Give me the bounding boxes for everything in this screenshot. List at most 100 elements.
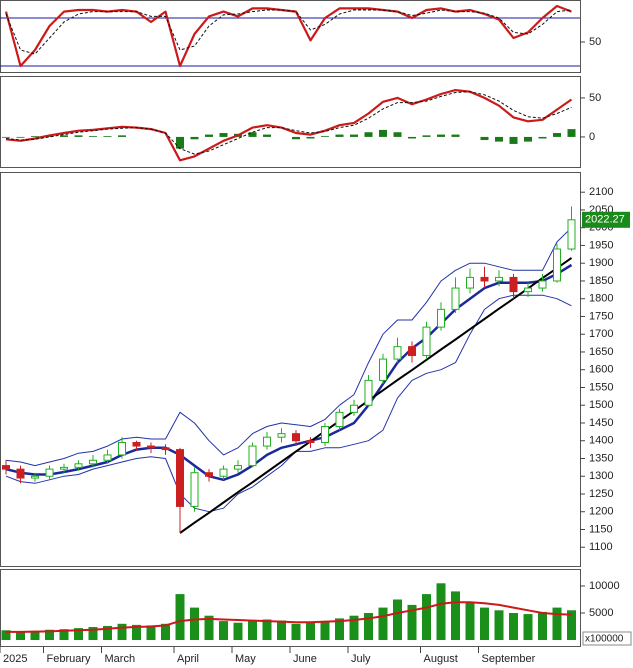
x-tick-label: July <box>351 653 371 665</box>
histogram-bar <box>451 134 460 137</box>
histogram-bar <box>248 132 257 137</box>
y-tick-label: 1950 <box>589 239 613 251</box>
histogram-bar <box>553 133 561 137</box>
histogram-bar <box>89 136 97 137</box>
macd-frame <box>0 76 581 168</box>
series-line <box>5 294 572 513</box>
series-line <box>179 257 573 534</box>
series-line <box>5 91 572 155</box>
volume-bar <box>1 630 11 640</box>
series-line <box>5 263 573 482</box>
volume-bar <box>335 618 344 640</box>
candle-body <box>277 433 286 438</box>
volume-bar <box>204 615 214 640</box>
candle-body <box>509 276 518 293</box>
candle-body <box>161 447 170 451</box>
x-tick-label: February <box>47 653 92 665</box>
volume-bar <box>320 621 330 640</box>
histogram-bar <box>74 135 83 137</box>
volume-bar <box>132 624 141 640</box>
volume-bar <box>262 619 272 640</box>
candle-body <box>176 449 184 507</box>
y-tick-label: 1300 <box>589 470 613 482</box>
volume-bar <box>451 591 460 640</box>
candle-body <box>205 472 213 477</box>
unit-box <box>582 631 632 646</box>
y-tick-label: 1350 <box>589 452 613 464</box>
volume-frame <box>0 569 581 647</box>
candle-body <box>379 358 387 381</box>
volume-bar <box>59 629 69 640</box>
histogram-bar <box>379 129 387 137</box>
series-line <box>5 227 572 467</box>
y-tick-label: 5000 <box>589 607 613 619</box>
y-tick-label: 1100 <box>589 541 613 553</box>
candle-body <box>219 468 228 477</box>
candle-body <box>451 287 460 310</box>
volume-bar <box>175 594 185 640</box>
y-tick-label: 1150 <box>589 523 613 535</box>
candle-body <box>234 465 242 470</box>
y-tick-label: 1250 <box>589 488 613 500</box>
volume-bar <box>494 610 504 640</box>
histogram-bar <box>437 134 445 137</box>
histogram-bar <box>422 135 431 137</box>
candle-body <box>60 466 68 470</box>
volume-bar <box>349 615 359 640</box>
last-price-box <box>582 211 630 228</box>
series-line <box>5 9 572 55</box>
candle-body <box>335 411 344 428</box>
volume-bar <box>378 607 388 640</box>
rsi-frame <box>0 0 581 73</box>
candle-body <box>31 475 39 479</box>
volume-bar <box>523 614 533 640</box>
candle-body <box>45 468 54 477</box>
histogram-bar <box>480 136 489 141</box>
y-tick-label: 10000 <box>589 580 620 592</box>
volume-bar <box>364 613 373 640</box>
histogram-bar <box>350 134 358 137</box>
histogram-bar <box>292 136 300 140</box>
histogram-bar <box>103 136 112 137</box>
histogram-bar <box>408 136 416 139</box>
volume-bar <box>30 630 40 640</box>
y-tick-label: 1650 <box>589 346 613 358</box>
y-tick-label: 1750 <box>589 310 613 322</box>
y-tick-label: 50 <box>589 92 601 104</box>
candle-body <box>350 404 358 413</box>
histogram-bar <box>263 134 271 137</box>
candle-body <box>2 465 10 470</box>
candle-body <box>263 436 271 447</box>
candle-body <box>74 463 83 468</box>
y-tick-label: 1200 <box>589 506 613 518</box>
volume-bar <box>567 610 576 640</box>
histogram-bar <box>335 134 344 137</box>
histogram-bar <box>509 136 518 144</box>
volume-bar <box>465 602 475 640</box>
volume-bar <box>190 607 199 640</box>
x-tick-label: April <box>177 653 199 665</box>
candle-body <box>480 276 489 282</box>
volume-bar <box>277 620 286 640</box>
histogram-bar <box>306 136 315 139</box>
volume-bar <box>538 611 547 640</box>
volume-bar <box>248 621 257 640</box>
candle-body <box>567 219 576 250</box>
candle-body <box>132 442 141 447</box>
candle-body <box>292 433 300 442</box>
histogram-bar <box>393 132 402 137</box>
x-tick-label: September <box>482 653 536 665</box>
volume-bar <box>16 631 25 640</box>
candle-body <box>147 445 155 449</box>
volume-bar <box>407 604 417 640</box>
candle-body <box>437 308 445 328</box>
candle-body <box>248 445 257 467</box>
series-line <box>6 601 572 633</box>
candle-body <box>190 472 199 507</box>
y-tick-label: 50 <box>589 36 601 48</box>
volume-bar <box>509 613 518 640</box>
candle-body <box>524 287 532 293</box>
candle-body <box>393 346 402 360</box>
y-tick-label: 1450 <box>589 417 613 429</box>
